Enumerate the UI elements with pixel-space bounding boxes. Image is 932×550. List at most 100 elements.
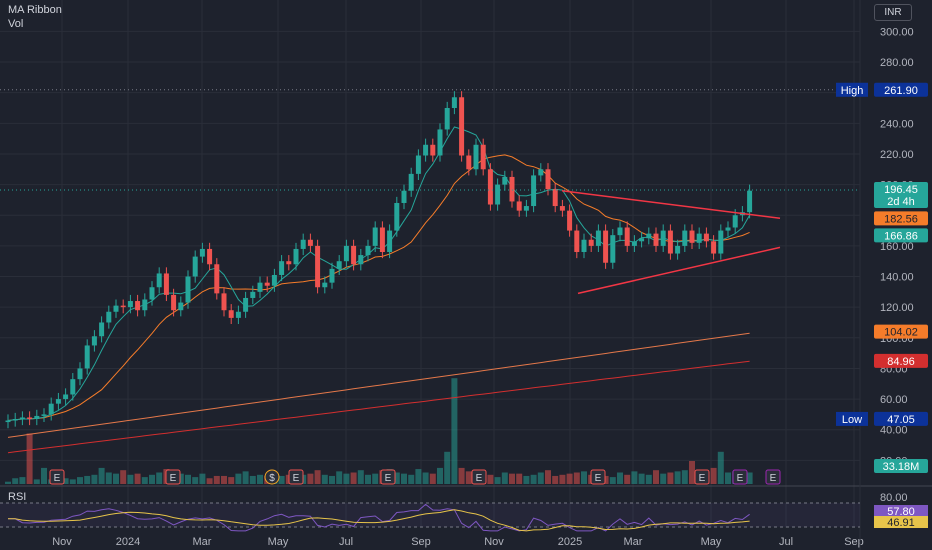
candle-body [41,414,47,416]
candle-body [538,169,544,176]
volume-bar [278,475,285,484]
volume-bar [249,475,256,484]
candle-body [451,97,457,108]
countdown-tag: 2d 4h [887,196,915,208]
candle-body [682,230,688,246]
candle-body [55,399,61,404]
time-tick-label: Nov [52,536,72,548]
candle-body [430,144,436,156]
volume-legend[interactable]: Vol [8,18,24,30]
candle-body [581,239,587,253]
volume-bar [329,475,335,484]
candle-body [336,261,342,269]
last-price-tag: 196.45 [884,184,918,196]
high-value-tag-bg [874,82,928,97]
volume-bar [429,473,436,484]
ma100-line [7,332,750,438]
price-tick-label: 160.00 [880,241,914,253]
indicator-legend[interactable]: MA Ribbon [8,4,62,16]
volume-bar [343,473,350,484]
volume-bar [350,472,357,484]
currency-badge[interactable]: INR [874,4,912,21]
volume-bar [415,469,422,484]
volume-bar [307,473,314,484]
ma50-value-tag: 182.56 [884,213,918,225]
high-label-bg [836,82,868,97]
candle-body [264,282,270,286]
volume-bar [509,473,515,484]
candle-body [660,230,666,246]
candle-body [703,233,709,242]
candle-body [387,230,393,253]
candle-body [495,184,501,205]
candle-body [631,241,637,246]
volume-bar [710,467,717,484]
volume-bar [199,473,206,484]
volume-bar [545,470,551,484]
volume-bar [537,472,544,484]
event-marker-label: E [737,473,744,484]
candle-body [5,420,11,423]
candle-body [689,230,695,243]
volume-bar [645,474,652,484]
candle-body [307,239,313,246]
candle-body [293,248,299,265]
rsi-legend[interactable]: RSI [8,491,27,503]
last-price-bg [874,182,928,209]
candle-body [437,129,443,156]
event-marker [264,469,280,485]
candle-body [214,264,220,294]
candle-body [171,294,177,311]
time-tick-label: 2025 [558,536,582,548]
price-tick-label: 140.00 [880,272,914,284]
volume-bar [689,461,695,484]
rsi-ma-value-bg [874,516,928,528]
candle-body [113,305,119,312]
volume-bar [257,474,263,484]
volume-bar [523,475,530,484]
high-value-tag: 261.90 [884,85,918,97]
candle-body [653,233,659,246]
volume-bar [19,477,26,484]
rsi-value-tag: 57.80 [887,506,915,518]
volume-bar [336,471,343,484]
price-tick-label: 240.00 [880,118,914,130]
volume-bar [357,470,364,484]
candle-body [574,230,580,253]
volume-bar [213,475,220,484]
volume-bar [365,474,371,484]
volume-bar [26,433,33,484]
event-marker [471,469,487,485]
candle-body [379,227,385,253]
candle-body [639,238,645,242]
candle-body [315,245,321,288]
candle-body [135,301,141,311]
event-marker-label: E [476,473,483,484]
ma20-line [7,126,751,421]
candle-body [466,155,472,170]
volume-bar [192,477,199,484]
candle-body [675,245,681,254]
candle-body [192,256,198,277]
candle-body [509,176,515,202]
volume-bar [638,473,645,484]
volume-bar [487,474,494,484]
volume-bar [437,467,443,484]
volume-bar [631,471,638,484]
candle-body [221,293,227,311]
price-tick-label: 300.00 [880,26,914,38]
volume-bar [314,470,321,484]
volume-bar [573,472,580,484]
candle-body [343,245,349,262]
time-tick-label: Jul [339,536,353,548]
candle-body [711,241,717,254]
event-marker-label: E [54,473,61,484]
triangle-upper-trendline [561,189,781,220]
candle-body [523,206,529,211]
volume-bar [465,471,472,484]
rsi-band [0,503,860,527]
low-label-bg [836,411,868,426]
candle-body [243,297,249,312]
candle-body [163,273,169,295]
